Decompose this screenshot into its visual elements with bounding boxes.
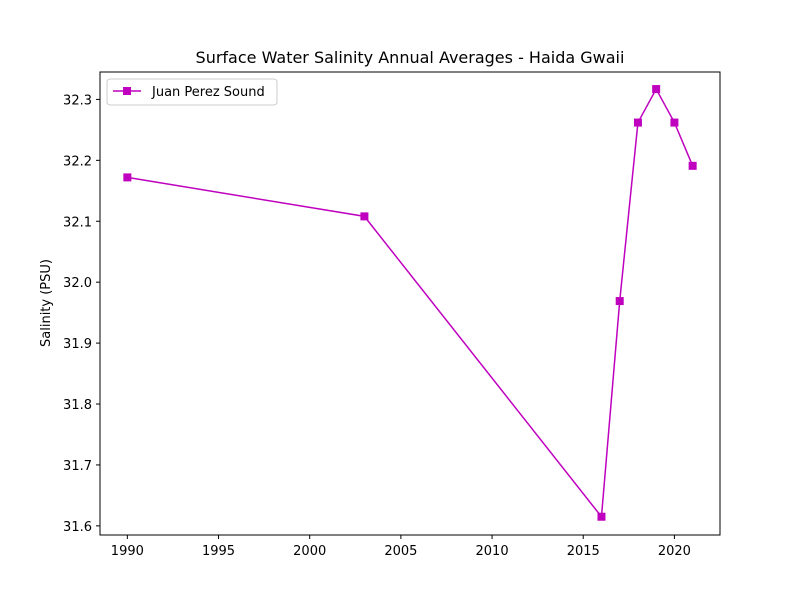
y-tick-label: 31.8	[63, 398, 92, 413]
y-tick-label: 32.2	[63, 154, 92, 169]
data-point-2003	[360, 212, 369, 221]
y-tick-label: 32.0	[63, 276, 92, 291]
x-tick-label: 2000	[293, 544, 326, 559]
y-tick-label: 31.9	[63, 337, 92, 352]
legend-marker-square	[123, 87, 131, 95]
data-point-2019	[652, 85, 661, 94]
legend: Juan Perez Sound	[106, 78, 278, 106]
series-layer	[123, 85, 697, 521]
chart-title: Surface Water Salinity Annual Averages -…	[196, 48, 625, 67]
x-tick-label: 2010	[476, 544, 509, 559]
data-point-1990	[123, 173, 132, 182]
x-tick-label: 2005	[384, 544, 417, 559]
legend-box	[106, 78, 278, 106]
y-axis-label: Salinity (PSU)	[39, 259, 54, 347]
axis-ticks: 1990 1995 2000 2005 2010 2015 2020 31.6 31.7 31.8…	[63, 93, 691, 559]
data-point-2018	[633, 118, 642, 127]
y-tick-label: 31.6	[63, 520, 92, 535]
data-point-2017	[615, 297, 624, 306]
x-tick-label: 1990	[111, 544, 144, 559]
plot-frame	[99, 71, 721, 536]
y-tick-label: 32.3	[63, 93, 92, 108]
y-tick-label: 32.1	[63, 215, 92, 230]
x-tick-label: 2015	[567, 544, 600, 559]
legend-entry-juan-perez-sound: Juan Perez Sound	[151, 85, 265, 100]
data-point-2016	[597, 512, 606, 521]
data-point-2020	[670, 118, 679, 127]
data-point-2021	[688, 161, 697, 170]
x-tick-label: 1995	[202, 544, 235, 559]
x-tick-label: 2020	[658, 544, 691, 559]
series-line-juan-perez-sound	[127, 87, 694, 519]
y-tick-label: 31.7	[63, 459, 92, 474]
